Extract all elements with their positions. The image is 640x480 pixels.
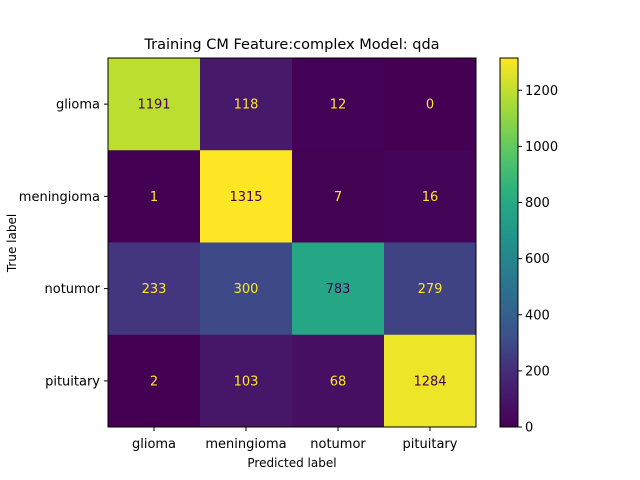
x-axis-label: Predicted label [247, 456, 336, 470]
heatmap-cells [108, 58, 477, 428]
cell-value-label: 118 [234, 98, 259, 113]
cell-value-label: 1 [150, 190, 158, 205]
heatmap-cell-meningioma-notumor [292, 150, 385, 243]
colorbar-tick-label: 0 [525, 421, 533, 436]
cell-value-label: 783 [326, 282, 351, 297]
heatmap-cell-pituitary-notumor [292, 334, 385, 428]
heatmap-cell-glioma-notumor [292, 58, 385, 151]
cell-value-label: 1315 [229, 190, 262, 205]
heatmap-cell-pituitary-pituitary [384, 334, 477, 428]
cell-value-label: 103 [234, 374, 259, 389]
y-tick-label: notumor [45, 282, 101, 297]
colorbar: 0 200 400 600 800 1000 1200 [499, 57, 558, 436]
heatmap-cell-glioma-meningioma [200, 58, 293, 151]
chart-title: Training CM Feature:complex Model: qda [143, 37, 439, 53]
cell-value-label: 279 [418, 282, 443, 297]
x-tick-label: glioma [132, 437, 176, 452]
heatmap-cell-pituitary-meningioma [200, 334, 293, 428]
cell-value-label: 16 [422, 190, 439, 205]
cell-value-label: 300 [234, 282, 259, 297]
heatmap-cell-notumor-meningioma [200, 242, 293, 336]
heatmap-cell-meningioma-meningioma [200, 150, 293, 243]
y-axis: glioma meningioma notumor pituitary [19, 98, 108, 389]
x-axis: glioma meningioma notumor pituitary [132, 427, 458, 452]
colorbar-tick-label: 1200 [525, 84, 558, 99]
y-tick-label: glioma [56, 98, 100, 113]
heatmap-cell-meningioma-pituitary [384, 150, 477, 243]
heatmap-cell-notumor-notumor [292, 242, 385, 336]
heatmap-cell-glioma-glioma [108, 58, 201, 151]
heatmap-cell-pituitary-glioma [108, 334, 201, 428]
colorbar-tick-label: 200 [525, 364, 550, 379]
cell-value-label: 1284 [413, 374, 446, 389]
cell-value-label: 0 [426, 98, 434, 113]
cell-value-label: 233 [142, 282, 167, 297]
colorbar-tick-label: 1000 [525, 140, 558, 155]
colorbar-tick-label: 600 [525, 252, 550, 267]
cell-value-label: 1191 [137, 98, 170, 113]
cell-value-label: 7 [334, 190, 342, 205]
heatmap-cell-notumor-pituitary [384, 242, 477, 336]
heatmap-cell-meningioma-glioma [108, 150, 201, 243]
cell-value-label: 2 [150, 374, 158, 389]
heatmap-cell-notumor-glioma [108, 242, 201, 336]
y-axis-label: True label [5, 214, 19, 273]
cell-value-labels: 1191 118 12 0 1 1315 7 16 233 300 783 279 2 103 68 1284 [137, 98, 446, 390]
x-tick-label: meningioma [205, 437, 286, 452]
colorbar-gradient [499, 57, 519, 428]
cell-value-label: 68 [330, 374, 347, 389]
y-tick-label: meningioma [19, 190, 100, 205]
colorbar-tick-label: 400 [525, 308, 550, 323]
x-tick-label: notumor [310, 437, 366, 452]
x-tick-label: pituitary [403, 437, 458, 452]
y-tick-label: pituitary [45, 374, 100, 389]
cell-value-label: 12 [330, 98, 347, 113]
plot-frame [107, 57, 477, 428]
heatmap-cell-glioma-pituitary [384, 58, 477, 151]
colorbar-tick-label: 800 [525, 196, 550, 211]
